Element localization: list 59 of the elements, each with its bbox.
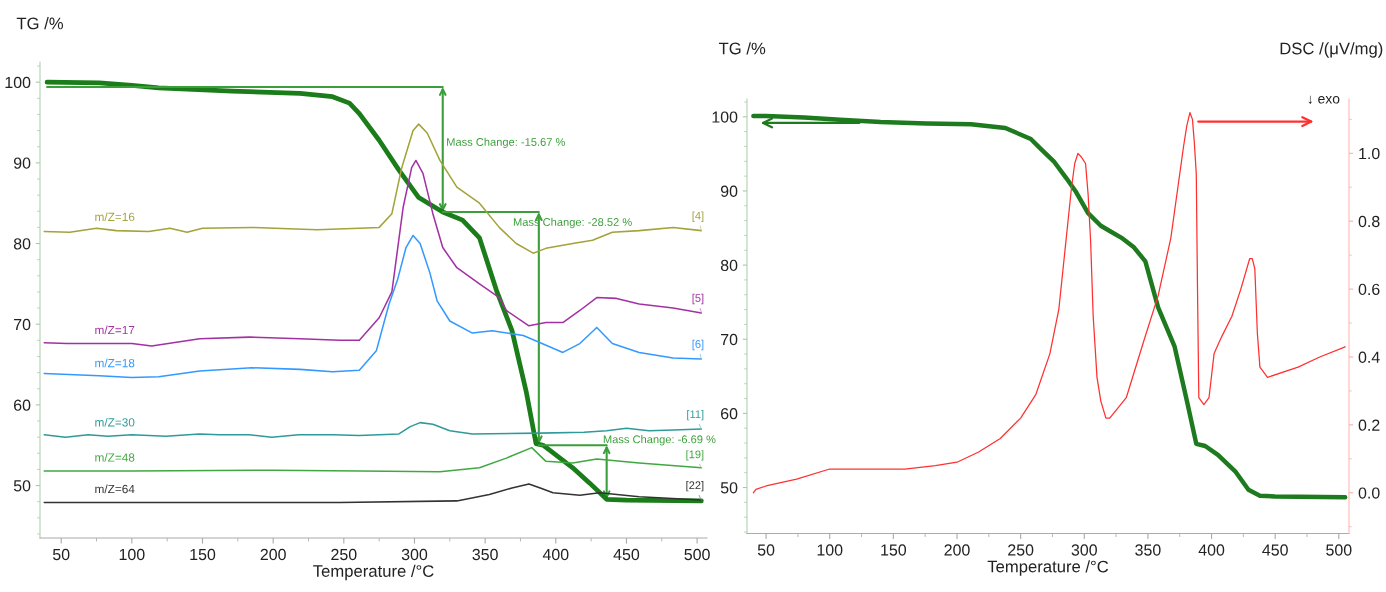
annotation: [11]	[687, 410, 704, 421]
x-tick-label: 50	[52, 548, 70, 561]
y-axis-title: TG /%	[718, 42, 766, 55]
x-tick-label: 100	[119, 548, 145, 561]
x-tick-label: 50	[757, 544, 775, 556]
y2-tick-label: 0.0	[1358, 487, 1380, 499]
x-axis-title: Temperature /°C	[313, 564, 434, 581]
y-tick-label: 50	[720, 482, 738, 494]
annotation: Mass Change: -6.69 %	[603, 435, 716, 446]
x-tick-label: 350	[472, 548, 498, 561]
y-tick-label: 60	[721, 408, 738, 420]
x-tick-label: 300	[401, 548, 428, 561]
x-tick-label: 400	[1198, 544, 1225, 556]
y2-tick-label: 0.2	[1358, 419, 1380, 431]
x-tick-label: 150	[190, 548, 216, 561]
x-tick-label: 100	[817, 544, 843, 556]
y2-tick-label: 0.6	[1358, 283, 1380, 296]
y-tick-label: 90	[13, 157, 31, 169]
y2-tick-label: 1.0	[1359, 147, 1380, 160]
y-tick-label: 100	[712, 111, 738, 123]
series-label: m/Z=18	[95, 358, 135, 368]
x-tick-label: 250	[331, 548, 357, 561]
x-tick-label: 200	[260, 548, 286, 561]
y-tick-label: 100	[5, 76, 31, 89]
annotation: Mass Change: -28.52 %	[513, 217, 632, 229]
x-tick-label: 300	[1071, 544, 1097, 556]
series-label: m/Z=16	[95, 212, 135, 222]
annotation: [4]	[692, 211, 704, 222]
y-tick-label: 50	[13, 480, 31, 492]
y-tick-label: 70	[14, 318, 31, 331]
annotation: [19]	[686, 450, 704, 461]
x-tick-label: 500	[1326, 544, 1352, 556]
series-label: m/Z=48	[95, 453, 135, 462]
x-tick-label: 500	[684, 548, 710, 561]
y-tick-label: 80	[13, 238, 31, 250]
series-label: m/Z=30	[95, 417, 135, 427]
annotation: [6]	[692, 339, 704, 351]
y-tick-label: 60	[14, 399, 31, 411]
y2-axis-title: DSC /(μV/mg)	[1280, 42, 1383, 58]
y-tick-label: 80	[720, 259, 738, 272]
y-tick-label: 90	[720, 185, 738, 197]
y2-tick-label: 0.4	[1358, 351, 1380, 363]
y-axis-title: TG /%	[16, 17, 64, 30]
annotation: Mass Change: -15.67 %	[447, 137, 566, 149]
series-label: m/Z=64	[95, 484, 135, 494]
x-tick-label: 350	[1135, 544, 1161, 556]
x-tick-label: 400	[542, 548, 569, 561]
x-tick-label: 200	[944, 544, 970, 556]
annotation: [5]	[692, 293, 704, 305]
annotation: ↓ exo	[1308, 95, 1340, 104]
y-tick-label: 70	[721, 333, 738, 346]
x-tick-label: 450	[1262, 544, 1288, 556]
x-tick-label: 250	[1008, 544, 1034, 556]
annotation: [22]	[686, 481, 704, 492]
x-tick-label: 150	[881, 544, 907, 556]
y2-tick-label: 0.8	[1358, 215, 1380, 228]
x-axis-title: Temperature /°C	[987, 560, 1109, 576]
series-label: m/Z=17	[95, 325, 135, 335]
x-tick-label: 450	[613, 548, 640, 561]
